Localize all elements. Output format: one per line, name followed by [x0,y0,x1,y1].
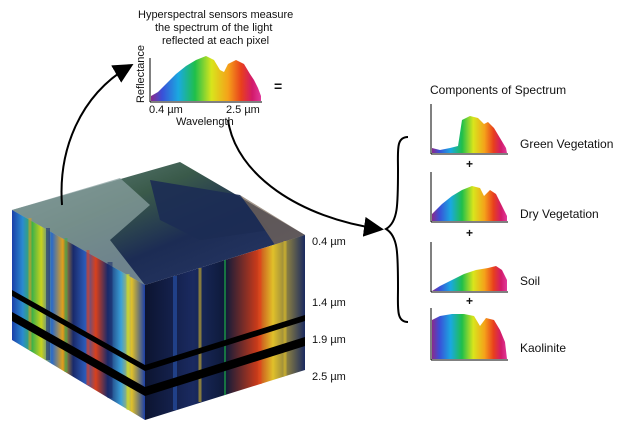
cube-wavelength-1-4: 1.4 µm [312,297,346,309]
component-label-soil: Soil [520,274,541,288]
equals-sign: = [274,78,283,94]
components-title: Components of Spectrum [430,83,567,97]
plus-sign-2: + [466,226,474,240]
arrow-plot-to-components [227,119,384,237]
component-chart-soil [430,242,508,293]
plot-ylabel: Reflectance [135,44,148,104]
component-label-dry-vegetation: Dry Vegetation [520,207,599,221]
arrow-cube-to-plot [60,63,134,206]
plus-sign-3: + [466,294,474,308]
plot-x-end: 2.5 µm [226,104,260,116]
cube-top-land-right [240,195,305,245]
cube-absorption-bands [12,290,305,396]
cube-top-land [12,178,150,285]
cube-wavelength-0-4: 0.4 µm [312,236,346,248]
header-line-2: the spectrum of the light [155,22,273,34]
cube-wavelength-1-9: 1.9 µm [312,334,346,346]
component-label-kaolinite: Kaolinite [520,341,567,355]
cube-wavelength-2-5: 2.5 µm [312,371,346,383]
plot-x-start: 0.4 µm [149,104,183,116]
component-chart-kaolinite [430,308,508,361]
reflectance-curve [151,56,261,101]
plot-xlabel: Wavelength [176,116,234,128]
reflectance-plot [149,56,262,103]
component-chart-green-vegetation [430,104,508,155]
header-line-1: Hyperspectral sensors measure [138,9,294,21]
plus-sign-1: + [466,157,474,171]
component-label-green-vegetation: Green Vegetation [520,137,614,151]
header-line-3: reflected at each pixel [162,35,270,47]
components-brace [384,136,409,323]
component-chart-dry-vegetation [430,172,508,223]
